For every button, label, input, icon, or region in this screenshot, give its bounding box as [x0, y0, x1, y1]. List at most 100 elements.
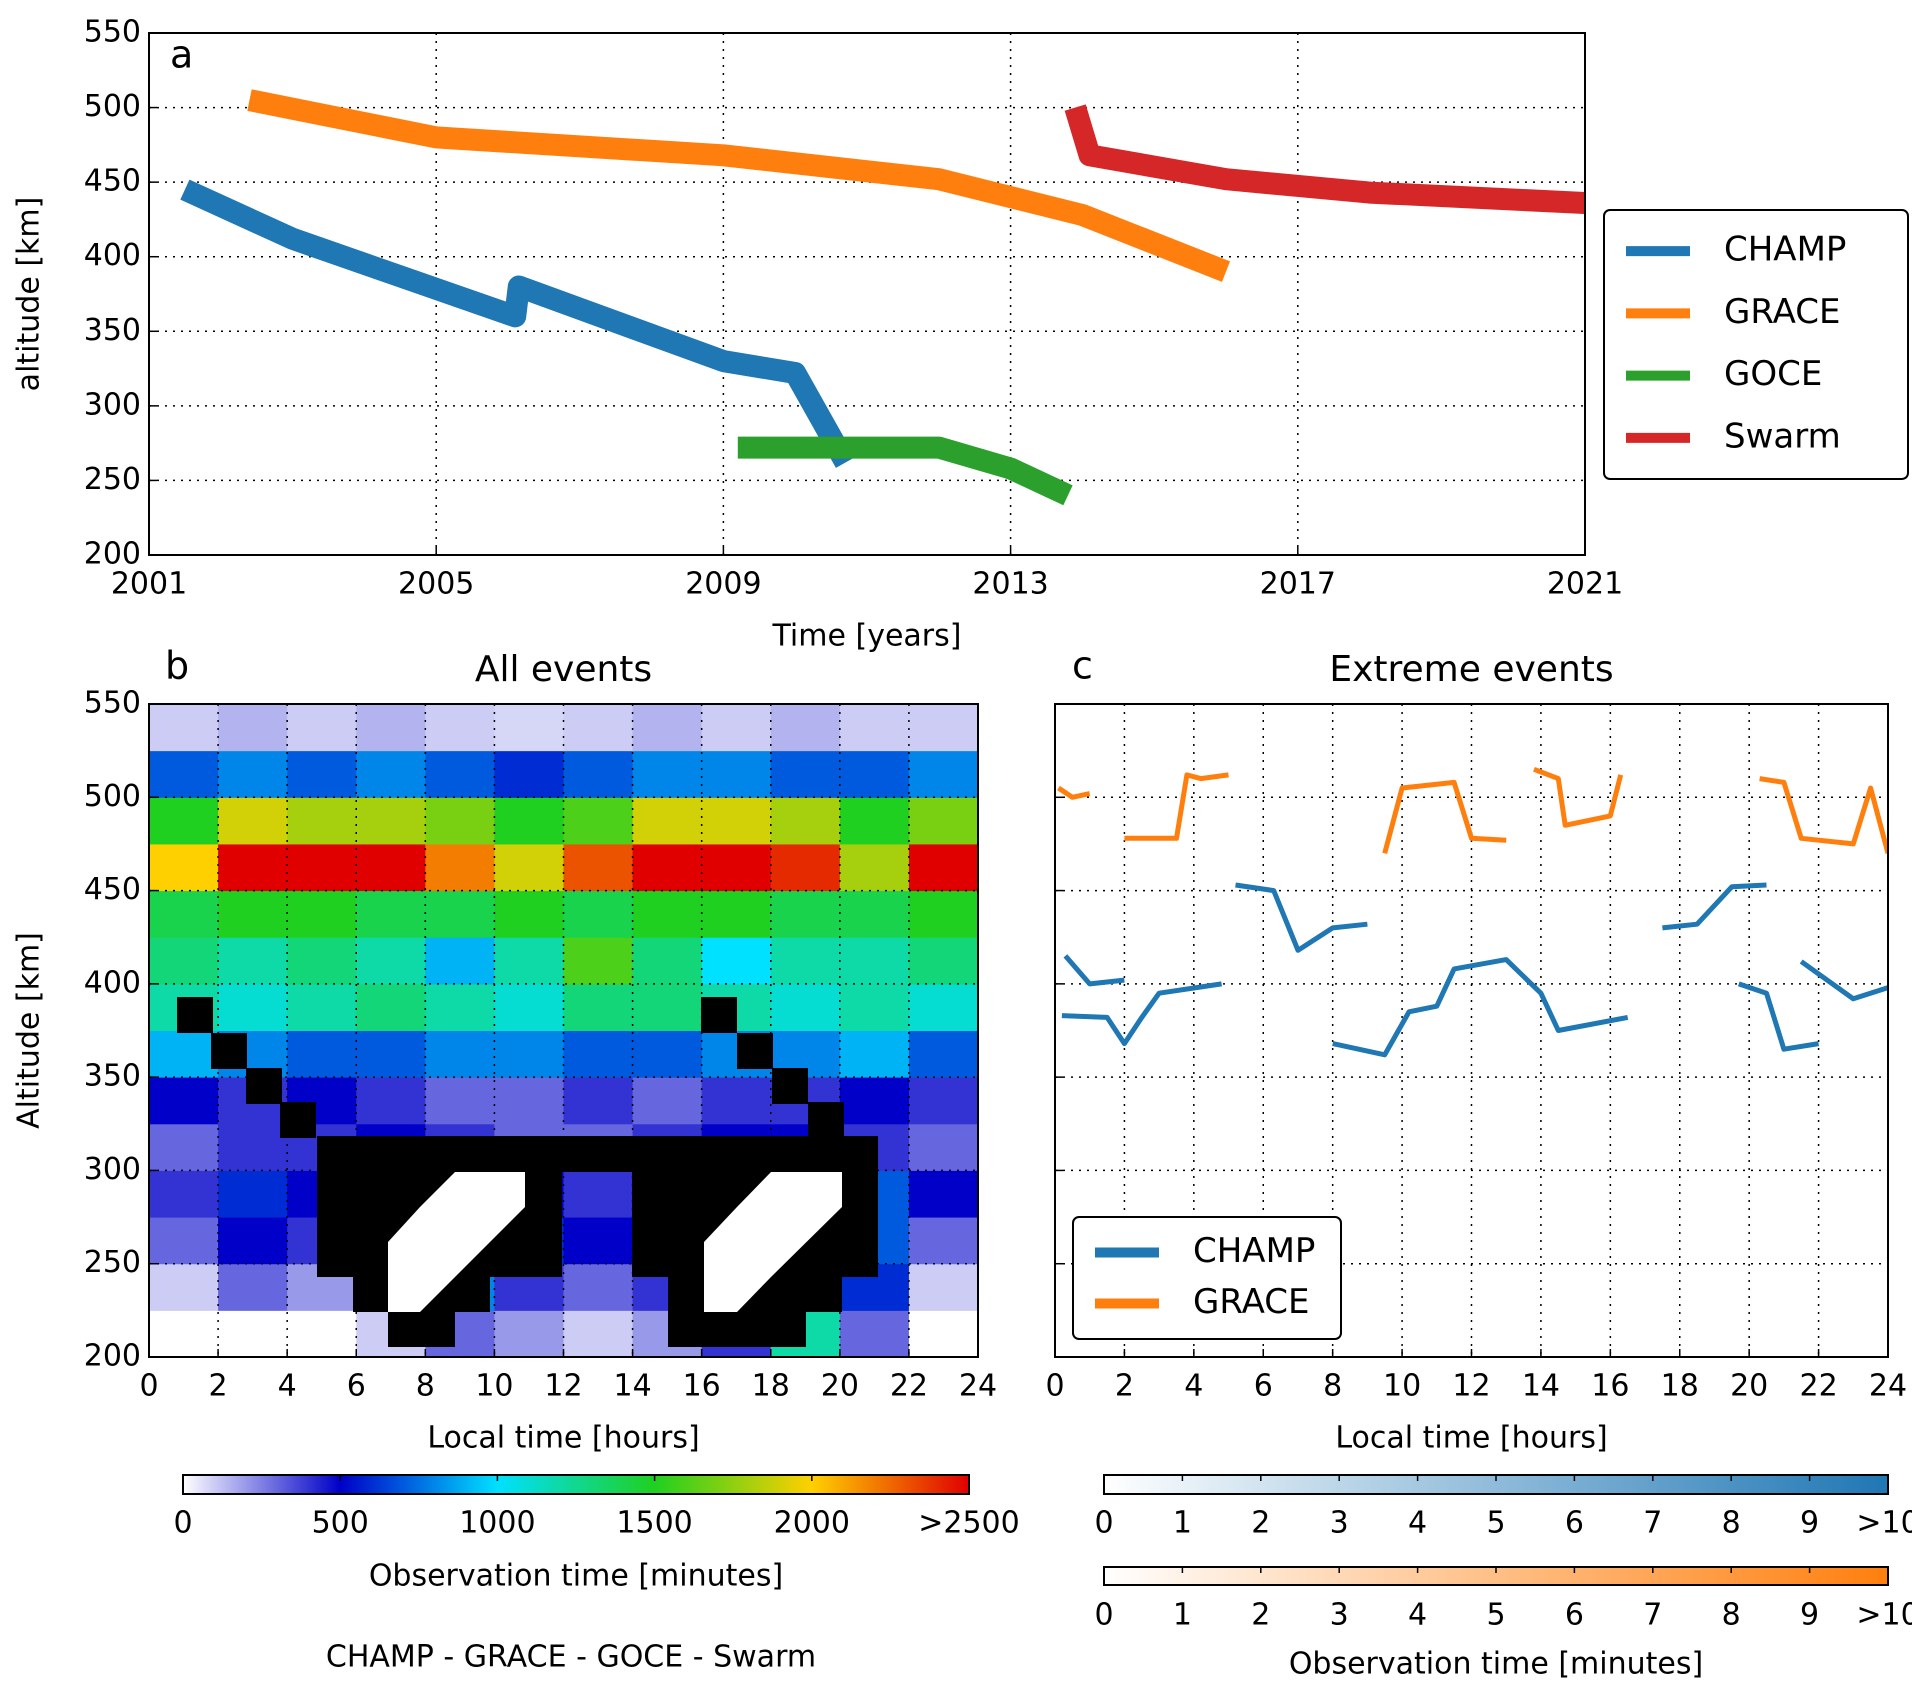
x-tick-label: 18 [1661, 1369, 1699, 1404]
colorbar-tick-label: 8 [1722, 1598, 1741, 1633]
legend-label: GOCE [1724, 354, 1822, 394]
x-tick-label: 4 [1184, 1369, 1203, 1404]
heatmap-cell [356, 891, 426, 938]
legend-label: Swarm [1724, 416, 1841, 456]
heatmap-cell [909, 1264, 979, 1311]
heatmap-cell [287, 751, 357, 798]
colorbar-tick-label: 6 [1565, 1506, 1584, 1541]
x-tick-label: 2021 [1547, 567, 1623, 602]
legend-label: GRACE [1193, 1282, 1309, 1322]
x-tick-label: 20 [821, 1369, 859, 1404]
x-tick-label: 2001 [111, 567, 187, 602]
heatmap-cell [771, 797, 841, 844]
heatmap-cell [494, 937, 564, 984]
heatmap-cell [218, 937, 288, 984]
x-tick-label: 10 [475, 1369, 513, 1404]
colorbar-tick-label: 1500 [616, 1506, 692, 1541]
heatmap-cell [356, 937, 426, 984]
x-tick-label: 22 [1799, 1369, 1837, 1404]
x-tick-label: 16 [683, 1369, 721, 1404]
heatmap-cell [633, 984, 703, 1031]
heatmap-cell [494, 984, 564, 1031]
heatmap-cell [218, 891, 288, 938]
heatmap-cell [218, 1170, 288, 1217]
x-tick-label: 6 [347, 1369, 366, 1404]
x-tick-label: 18 [752, 1369, 790, 1404]
heatmap-cell [840, 797, 910, 844]
heatmap-cell [633, 1031, 703, 1078]
heatmap-cell [218, 751, 288, 798]
heatmap-cell [840, 751, 910, 798]
colorbar-tick-label: 1 [1173, 1506, 1192, 1541]
heatmap-cell [771, 984, 841, 1031]
heatmap-cell [425, 937, 495, 984]
heatmap-cell [149, 751, 219, 798]
x-tick-label: 22 [890, 1369, 928, 1404]
y-tick-label: 550 [84, 686, 141, 721]
heatmap-cell [564, 844, 634, 891]
heatmap-cell [218, 1310, 288, 1357]
colorbar-tick-label: 6 [1565, 1598, 1584, 1633]
x-tick-label: 8 [1323, 1369, 1342, 1404]
x-tick-label: 12 [544, 1369, 582, 1404]
heatmap-cell [425, 844, 495, 891]
x-tick-label: 0 [139, 1369, 158, 1404]
heatmap-cell [494, 704, 564, 751]
colorbar-tick-label: 2 [1251, 1598, 1270, 1633]
heatmap-cell [909, 704, 979, 751]
colorbar-tick-label: 2000 [774, 1506, 850, 1541]
x-tick-label: 24 [1869, 1369, 1907, 1404]
heatmap-cell [633, 1077, 703, 1124]
colorbar-tick-label: 0 [1094, 1598, 1113, 1633]
x-tick-label: 4 [278, 1369, 297, 1404]
y-tick-label: 300 [84, 387, 141, 422]
heatmap-cell [218, 704, 288, 751]
heatmap-cell [564, 891, 634, 938]
heatmap-cell [425, 1031, 495, 1078]
y-tick-label: 200 [84, 537, 141, 572]
heatmap-cell [909, 1031, 979, 1078]
heatmap-cell [149, 1170, 219, 1217]
heatmap-cell [494, 844, 564, 891]
heatmap-cell [840, 844, 910, 891]
heatmap-cell [494, 1310, 564, 1357]
y-tick-label: 200 [84, 1339, 141, 1374]
heatmap-cell [149, 937, 219, 984]
y-tick-label: 400 [84, 238, 141, 273]
legend-label: CHAMP [1193, 1231, 1315, 1271]
colorbar-label: Observation time [minutes] [369, 1559, 783, 1594]
heatmap-cell [771, 937, 841, 984]
x-tick-label: 16 [1591, 1369, 1629, 1404]
heatmap-cell [287, 891, 357, 938]
x-tick-label: 2005 [398, 567, 474, 602]
colorbar-tick-label: 5 [1486, 1598, 1505, 1633]
heatmap-cell [909, 937, 979, 984]
y-tick-label: 400 [84, 965, 141, 1000]
heatmap-cell [840, 891, 910, 938]
panel-label: a [170, 33, 193, 77]
heatmap-cell [564, 1077, 634, 1124]
heatmap-cell [909, 797, 979, 844]
heatmap-cell [564, 1217, 634, 1264]
heatmap-cell [771, 891, 841, 938]
colorbar-tick-label: >10 [1856, 1598, 1912, 1633]
y-tick-label: 250 [84, 462, 141, 497]
heatmap-cell [564, 937, 634, 984]
y-tick-label: 450 [84, 164, 141, 199]
colorbar-tick-label: >2500 [918, 1506, 1019, 1541]
colorbar-tick-label: 4 [1408, 1506, 1427, 1541]
heatmap-cell [149, 891, 219, 938]
heatmap-cell [425, 704, 495, 751]
legend-label: GRACE [1724, 292, 1840, 332]
heatmap-cell [425, 797, 495, 844]
heatmap-cell [494, 1031, 564, 1078]
heatmap-cell [149, 844, 219, 891]
footer: CHAMP - GRACE - GOCE - Swarm [326, 1640, 816, 1675]
heatmap-cell [356, 797, 426, 844]
heatmap-cell [218, 1124, 288, 1171]
legend-label: CHAMP [1724, 230, 1846, 270]
figure: 2001200520092013201720212002503003504004… [0, 0, 1912, 1688]
heatmap-cell [494, 797, 564, 844]
heatmap-cell [425, 891, 495, 938]
colorbar-tick-label: 5 [1486, 1506, 1505, 1541]
